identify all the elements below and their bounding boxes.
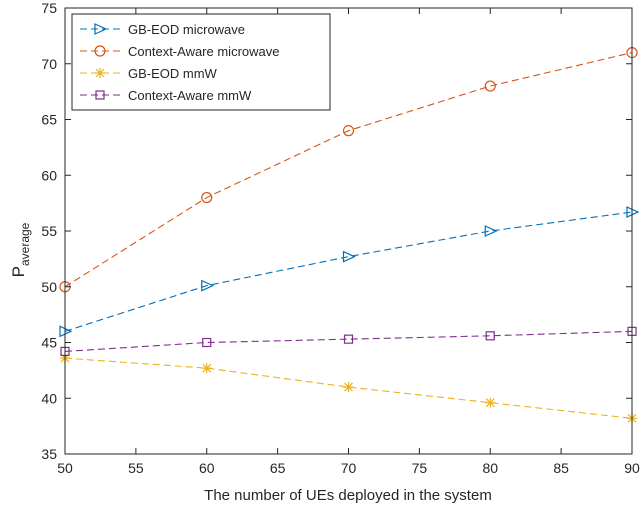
x-tick-label: 90 <box>624 460 640 476</box>
y-tick-label: 50 <box>41 279 57 295</box>
y-tick-label: 75 <box>41 0 57 16</box>
data-point-1-2 <box>201 279 215 292</box>
y-tick-label: 55 <box>41 223 57 239</box>
series-line-1 <box>64 211 633 332</box>
data-point-4-2 <box>202 337 212 348</box>
data-point-3-4 <box>485 397 496 408</box>
x-tick-label: 65 <box>270 460 286 476</box>
legend-label-4: Context-Aware mmW <box>128 88 252 103</box>
y-axis-label-subscript: average <box>18 222 32 266</box>
y-tick-label: 60 <box>41 167 57 183</box>
x-axis-label: The number of UEs deployed in the system <box>204 487 492 504</box>
legend-marker-1 <box>94 23 108 35</box>
data-point-4-4 <box>485 331 495 341</box>
data-point-1-3 <box>342 250 356 263</box>
legend-label-3: GB-EOD mmW <box>128 66 218 81</box>
series-line-4 <box>64 330 633 352</box>
legend-marker-2 <box>94 45 106 57</box>
x-tick-label: 50 <box>57 460 73 476</box>
legend-marker-4 <box>95 90 105 100</box>
y-tick-label: 35 <box>41 446 57 462</box>
x-tick-label: 55 <box>128 460 144 476</box>
x-tick-label: 60 <box>199 460 215 476</box>
legend-label-2: Context-Aware microwave <box>128 44 279 59</box>
x-tick-label: 85 <box>553 460 569 476</box>
data-point-2-4 <box>484 80 496 92</box>
series-line-3 <box>64 357 633 419</box>
data-point-4-3 <box>343 334 354 344</box>
y-axis-label-main: P <box>9 266 28 277</box>
y-tick-label: 40 <box>41 390 57 406</box>
legend-marker-3 <box>95 68 105 78</box>
y-tick-label: 45 <box>41 335 57 351</box>
x-tick-label: 70 <box>341 460 357 476</box>
x-tick-label: 80 <box>482 460 498 476</box>
y-tick-label: 65 <box>41 112 57 128</box>
data-point-3-2 <box>201 363 212 374</box>
legend-box <box>71 13 331 111</box>
data-point-2-2 <box>201 191 213 204</box>
series-line-2 <box>64 52 633 288</box>
y-axis-label: Paverage <box>9 222 32 277</box>
y-tick-label: 70 <box>41 56 57 72</box>
data-point-1-4 <box>484 225 498 237</box>
data-point-2-3 <box>342 125 355 137</box>
legend: GB-EOD microwave Context-Aware microwave G… <box>71 13 331 111</box>
legend-label-1: GB-EOD microwave <box>128 22 245 37</box>
x-tick-label: 75 <box>412 460 428 476</box>
axes: 50 55 60 65 70 75 80 85 90 35 40 45 50 55 60 65 70 75 <box>41 0 640 476</box>
data-point-3-3 <box>343 382 354 393</box>
